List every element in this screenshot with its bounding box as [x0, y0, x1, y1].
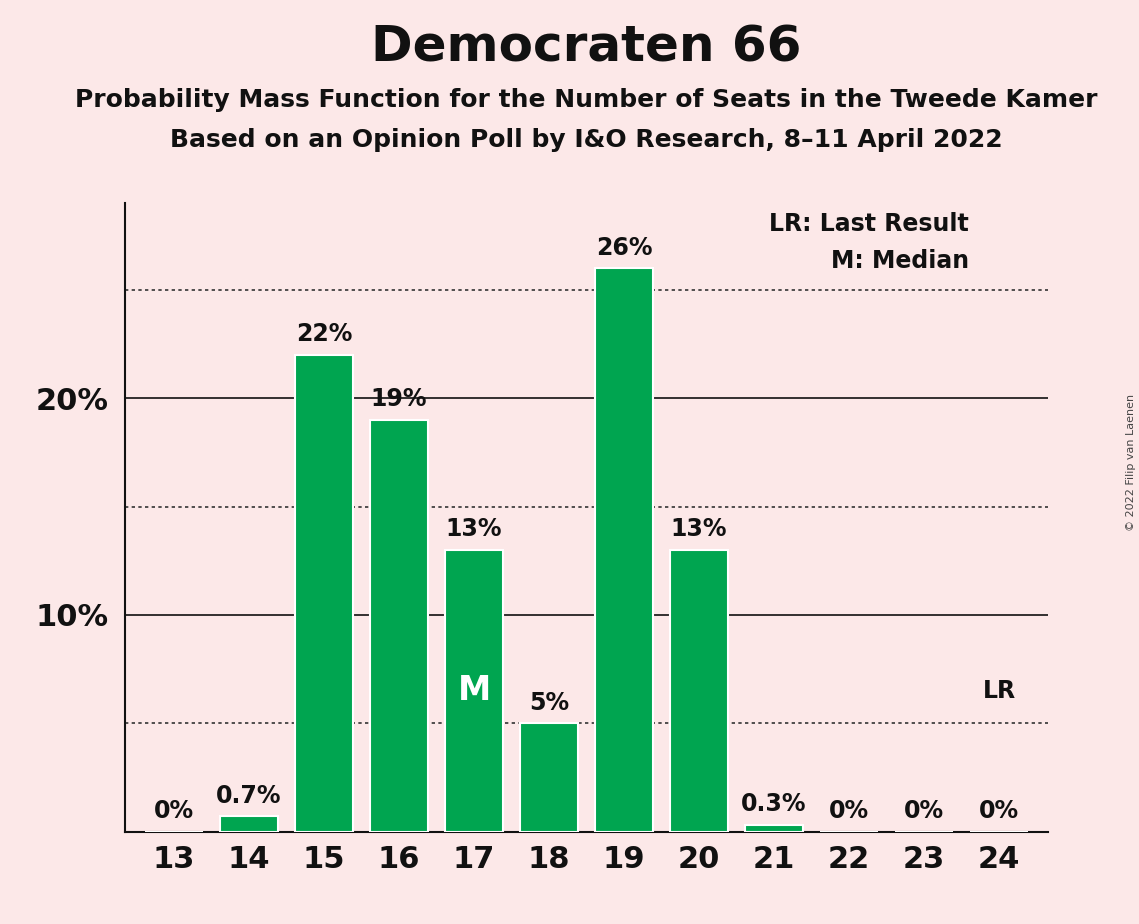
Bar: [370, 419, 428, 832]
Text: 0%: 0%: [154, 799, 194, 823]
Bar: [445, 550, 503, 832]
Bar: [595, 268, 654, 832]
Text: © 2022 Filip van Laenen: © 2022 Filip van Laenen: [1126, 394, 1136, 530]
Text: Democraten 66: Democraten 66: [371, 23, 802, 71]
Bar: [745, 825, 803, 832]
Text: 0.3%: 0.3%: [741, 793, 806, 817]
Text: 19%: 19%: [371, 387, 427, 411]
Text: Probability Mass Function for the Number of Seats in the Tweede Kamer: Probability Mass Function for the Number…: [75, 88, 1098, 112]
Text: 0%: 0%: [904, 799, 944, 823]
Text: 13%: 13%: [445, 517, 502, 541]
Text: 0.7%: 0.7%: [216, 784, 281, 808]
Bar: [519, 723, 579, 832]
Text: M: Median: M: Median: [831, 249, 969, 273]
Text: M: M: [458, 675, 491, 707]
Bar: [295, 355, 353, 832]
Bar: [220, 817, 278, 832]
Text: 26%: 26%: [596, 236, 653, 260]
Text: 0%: 0%: [980, 799, 1019, 823]
Text: 5%: 5%: [528, 690, 570, 714]
Text: LR: Last Result: LR: Last Result: [769, 212, 969, 236]
Bar: [670, 550, 728, 832]
Text: 22%: 22%: [296, 322, 352, 346]
Text: Based on an Opinion Poll by I&O Research, 8–11 April 2022: Based on an Opinion Poll by I&O Research…: [170, 128, 1003, 152]
Text: 0%: 0%: [829, 799, 869, 823]
Text: 13%: 13%: [671, 517, 728, 541]
Text: LR: LR: [983, 679, 1016, 703]
